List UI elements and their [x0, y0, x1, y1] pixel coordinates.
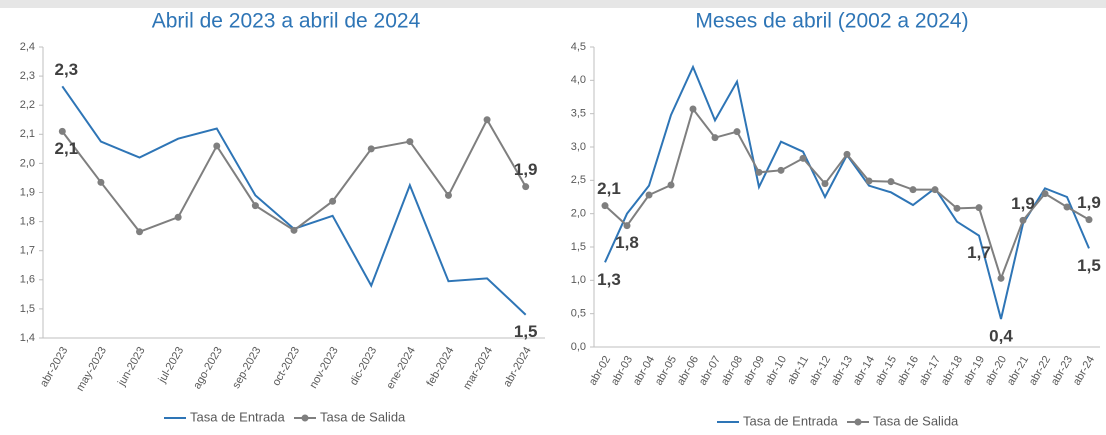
series-line — [61, 85, 527, 316]
point — [821, 180, 829, 188]
point — [290, 226, 298, 234]
y-tick-label: 1,5 — [20, 303, 35, 315]
point — [953, 204, 961, 212]
legend-marker — [301, 414, 309, 422]
x-tick-label: feb-2024 — [424, 345, 456, 389]
x-tick-label: abr-2023 — [38, 345, 70, 389]
y-tick-label: 1,6 — [20, 274, 35, 286]
point — [887, 178, 895, 186]
x-tick-label: dic-2023 — [348, 345, 379, 388]
point — [483, 116, 491, 124]
point — [406, 138, 414, 146]
x-tick-label: ene-2024 — [384, 345, 418, 391]
y-tick-label: 4,5 — [571, 41, 586, 53]
y-tick-label: 1,4 — [20, 332, 35, 344]
y-tick-label: 2,5 — [571, 174, 586, 186]
point — [799, 154, 807, 162]
y-tick-label: 2,0 — [571, 208, 586, 220]
x-tick-label: mar-2024 — [461, 345, 495, 392]
y-tick-label: 2,0 — [20, 157, 35, 169]
legend-label: Tasa de Entrada — [743, 413, 838, 428]
point — [1063, 203, 1071, 211]
point — [843, 150, 851, 158]
y-tick-label: 0,5 — [571, 308, 586, 320]
data-label: 1,5 — [514, 322, 538, 341]
point — [213, 142, 221, 150]
point — [645, 191, 653, 199]
x-tick-label: oct-2023 — [270, 345, 302, 388]
y-tick-label: 3,0 — [571, 141, 586, 153]
point — [777, 166, 785, 174]
y-tick-label: 4,0 — [571, 74, 586, 86]
y-tick-label: 1,8 — [20, 216, 35, 228]
point — [1085, 216, 1093, 224]
chart-title: Meses de abril (2002 a 2024) — [695, 10, 968, 33]
top-band — [0, 0, 1106, 8]
data-label: 1,5 — [1077, 256, 1101, 275]
y-tick-label: 1,9 — [20, 186, 35, 198]
point — [136, 228, 144, 236]
x-tick-label: nov-2023 — [307, 345, 340, 391]
point — [251, 202, 259, 210]
x-tick-label: abr-24 — [1071, 354, 1097, 388]
data-label: 1,8 — [615, 233, 639, 252]
x-tick-label: ago-2023 — [191, 345, 225, 391]
y-tick-label: 1,7 — [20, 245, 35, 257]
point — [711, 134, 719, 142]
point — [865, 177, 873, 185]
point — [367, 145, 375, 153]
y-tick-label: 2,3 — [20, 70, 35, 82]
series-line — [61, 117, 527, 233]
legend-marker — [854, 418, 862, 426]
data-label: 2,3 — [54, 60, 78, 79]
y-tick-label: 1,5 — [571, 241, 586, 253]
y-tick-label: 1,0 — [571, 274, 586, 286]
data-label: 1,9 — [514, 160, 538, 179]
point — [689, 105, 697, 113]
point — [329, 197, 337, 205]
y-tick-label: 2,1 — [20, 128, 35, 140]
x-tick-label: sep-2023 — [230, 345, 263, 391]
x-tick-label: abr-10 — [763, 354, 789, 388]
data-label: 1,9 — [1077, 193, 1101, 212]
data-label: 1,3 — [597, 270, 621, 289]
point — [975, 204, 983, 212]
y-tick-label: 2,2 — [20, 99, 35, 111]
x-tick-label: abr-2024 — [501, 345, 533, 389]
y-tick-label: 0,0 — [571, 341, 586, 353]
point — [909, 186, 917, 194]
point — [444, 191, 452, 199]
point — [1041, 190, 1049, 198]
legend-label: Tasa de Salida — [320, 409, 406, 424]
point — [1019, 216, 1027, 224]
point — [931, 186, 939, 194]
y-tick-label: 2,4 — [20, 41, 35, 53]
y-tick-label: 3,5 — [571, 108, 586, 120]
data-label: 2,1 — [597, 179, 621, 198]
point — [174, 213, 182, 221]
point — [667, 181, 675, 189]
point — [623, 222, 631, 230]
point — [58, 127, 66, 135]
point — [97, 178, 105, 186]
chart-title: Abril de 2023 a abril de 2024 — [152, 10, 421, 33]
point — [997, 274, 1005, 282]
data-label: 1,9 — [1011, 194, 1035, 213]
point — [755, 168, 763, 176]
point — [733, 128, 741, 136]
x-tick-label: jul-2023 — [156, 345, 186, 386]
data-label: 1,7 — [967, 243, 991, 262]
x-tick-label: may-2023 — [74, 345, 109, 393]
data-label: 2,1 — [54, 139, 78, 158]
legend-label: Tasa de Entrada — [190, 409, 285, 424]
x-tick-label: jun-2023 — [115, 345, 147, 389]
data-label: 0,4 — [989, 326, 1013, 345]
point — [601, 202, 609, 210]
point — [522, 183, 530, 191]
legend-label: Tasa de Salida — [873, 413, 959, 428]
